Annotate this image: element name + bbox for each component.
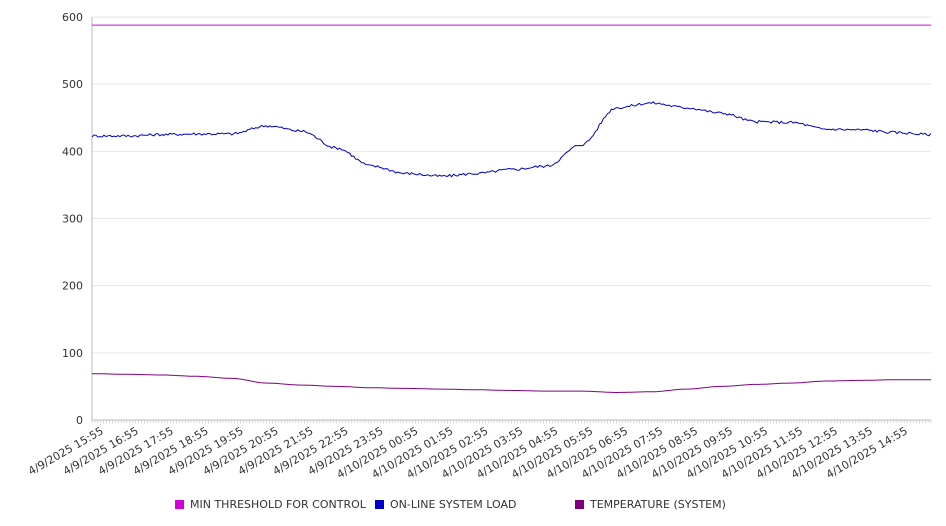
- y-tick-label: 200: [62, 280, 83, 293]
- line-chart: 0 100 200 300 400 500 600 4/9/2025 15:554/9/20…: [26, 11, 932, 481]
- legend-label-min-threshold: MIN THRESHOLD FOR CONTROL: [190, 498, 366, 511]
- legend-item-min-threshold[interactable]: MIN THRESHOLD FOR CONTROL: [175, 498, 366, 511]
- series-line-2: [92, 373, 931, 393]
- x-tick-labels: 4/9/2025 15:554/9/2025 16:554/9/2025 17:…: [26, 424, 910, 481]
- legend-swatch-min-threshold: [175, 500, 184, 509]
- y-tick-label: 300: [62, 213, 83, 226]
- legend-swatch-online-system-load: [375, 500, 384, 509]
- legend: MIN THRESHOLD FOR CONTROL ON-LINE SYSTEM…: [0, 498, 946, 516]
- legend-item-temperature-system[interactable]: TEMPERATURE (SYSTEM): [575, 498, 726, 511]
- y-tick-labels: 0 100 200 300 400 500 600: [62, 11, 83, 427]
- y-tick-label: 400: [62, 145, 83, 158]
- grid-lines: [92, 16, 931, 354]
- y-tick-label: 0: [76, 414, 83, 427]
- y-tick-label: 500: [62, 78, 83, 91]
- legend-label-online-system-load: ON-LINE SYSTEM LOAD: [390, 498, 517, 511]
- legend-label-temperature-system: TEMPERATURE (SYSTEM): [590, 498, 726, 511]
- series-line-1: [91, 101, 932, 178]
- legend-item-online-system-load[interactable]: ON-LINE SYSTEM LOAD: [375, 498, 516, 511]
- legend-swatch-temperature-system: [575, 500, 584, 509]
- series-lines: [91, 24, 932, 393]
- axes: [91, 17, 932, 423]
- y-tick-label: 600: [62, 11, 83, 24]
- y-tick-label: 100: [62, 347, 83, 360]
